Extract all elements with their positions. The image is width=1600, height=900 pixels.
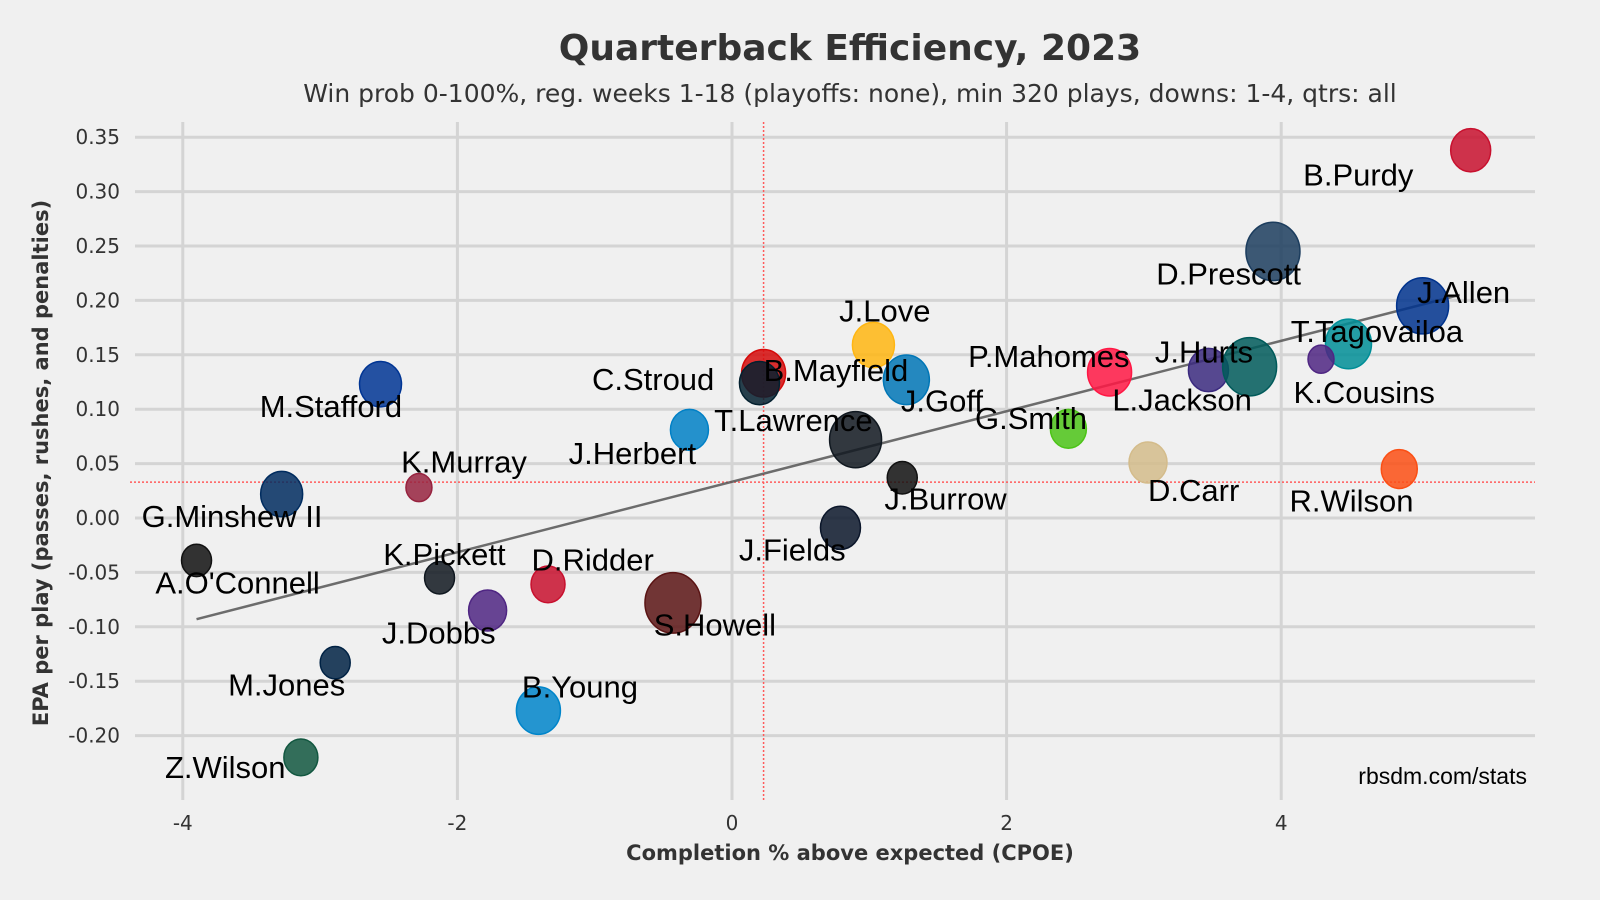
data-label: J.Burrow bbox=[884, 482, 1007, 517]
data-label: M.Jones bbox=[228, 668, 345, 703]
x-axis-ticks: -4 -2 0 2 4 bbox=[173, 811, 1288, 835]
data-label: D.Ridder bbox=[532, 542, 654, 577]
data-point bbox=[319, 645, 351, 680]
data-point bbox=[819, 505, 862, 551]
data-point bbox=[669, 408, 710, 452]
data-point bbox=[882, 354, 931, 406]
y-tick-label: 0.30 bbox=[75, 180, 120, 204]
data-label: T.Lawrence bbox=[714, 403, 873, 438]
y-tick-label: -0.05 bbox=[68, 560, 120, 584]
data-label: D.Prescott bbox=[1156, 256, 1301, 291]
data-point bbox=[1380, 448, 1419, 490]
data-point bbox=[283, 738, 319, 777]
data-label: J.Goff bbox=[901, 384, 984, 419]
data-point bbox=[259, 470, 304, 518]
data-label: J.Fields bbox=[739, 533, 846, 568]
y-tick-label: -0.15 bbox=[68, 669, 120, 693]
data-label: G.Smith bbox=[975, 401, 1087, 436]
data-label: D.Carr bbox=[1148, 473, 1239, 508]
y-axis-ticks: 0.35 0.30 0.25 0.20 0.15 0.10 0.05 0.00 -0.05 -0.… bbox=[68, 125, 120, 747]
data-label: R.Wilson bbox=[1289, 484, 1413, 519]
data-label: K.Murray bbox=[401, 445, 527, 480]
data-point bbox=[1128, 441, 1168, 484]
y-tick-label: 0.20 bbox=[75, 288, 120, 312]
data-point bbox=[1324, 318, 1373, 370]
y-tick-label: 0.15 bbox=[75, 343, 120, 367]
data-point bbox=[1086, 347, 1133, 397]
data-label: J.Allen bbox=[1417, 275, 1510, 310]
data-label: C.Stroud bbox=[592, 362, 714, 397]
data-label: A.O'Connell bbox=[155, 565, 319, 600]
x-tick-label: -4 bbox=[173, 811, 193, 835]
data-label: M.Stafford bbox=[260, 389, 402, 424]
data-point bbox=[467, 589, 508, 632]
data-point bbox=[358, 360, 403, 408]
x-tick-label: 4 bbox=[1275, 811, 1288, 835]
data-point bbox=[1395, 277, 1450, 335]
data-label: B.Mayfield bbox=[764, 353, 909, 388]
data-labels: B.Purdy D.Prescott J.Allen T.Tagovailoa K.Co… bbox=[142, 157, 1511, 785]
y-tick-label: 0.25 bbox=[75, 234, 120, 258]
data-point bbox=[530, 565, 566, 604]
data-label: Z.Wilson bbox=[165, 750, 286, 785]
chart-subtitle: Win prob 0-100%, reg. weeks 1-18 (playof… bbox=[303, 79, 1396, 108]
data-point bbox=[180, 543, 213, 578]
data-label: K.Cousins bbox=[1294, 375, 1435, 410]
data-label: T.Tagovailoa bbox=[1291, 314, 1464, 349]
y-tick-label: 0.35 bbox=[75, 125, 120, 149]
data-point bbox=[1449, 127, 1492, 173]
data-label: K.Pickett bbox=[383, 537, 506, 572]
data-point bbox=[1049, 408, 1088, 449]
data-label: B.Purdy bbox=[1303, 157, 1414, 192]
data-label: G.Minshew II bbox=[142, 499, 323, 534]
x-tick-label: 2 bbox=[1000, 811, 1013, 835]
x-tick-label: 0 bbox=[726, 811, 739, 835]
data-point bbox=[423, 560, 456, 595]
data-point bbox=[828, 410, 883, 469]
data-label: S.Howell bbox=[654, 608, 776, 643]
data-points bbox=[180, 127, 1492, 777]
chart-title: Quarterback Efficiency, 2023 bbox=[559, 28, 1141, 69]
y-tick-label: 0.10 bbox=[75, 397, 120, 421]
data-point bbox=[1245, 221, 1301, 282]
data-point bbox=[515, 686, 562, 736]
source-credit: rbsdm.com/stats bbox=[1358, 763, 1527, 789]
y-tick-label: -0.10 bbox=[68, 615, 120, 639]
gridlines bbox=[135, 122, 1535, 800]
data-label: J.Love bbox=[839, 293, 930, 328]
data-label: J.Herbert bbox=[569, 436, 697, 471]
data-point bbox=[1307, 344, 1335, 374]
y-tick-label: 0.00 bbox=[75, 506, 120, 530]
x-tick-label: -2 bbox=[447, 811, 467, 835]
data-point bbox=[644, 571, 702, 634]
data-label: B.Young bbox=[522, 670, 638, 705]
data-label: J.Dobbs bbox=[382, 615, 496, 650]
y-axis-label: EPA per play (passes, rushes, and penalt… bbox=[29, 200, 53, 726]
y-tick-label: -0.20 bbox=[68, 724, 120, 748]
mean-lines bbox=[130, 122, 1535, 800]
y-tick-label: 0.05 bbox=[75, 452, 120, 476]
data-label: L.Jackson bbox=[1112, 382, 1252, 417]
data-point bbox=[738, 360, 781, 406]
x-axis-label: Completion % above expected (CPOE) bbox=[626, 841, 1074, 865]
data-point bbox=[405, 472, 433, 503]
data-point bbox=[1221, 336, 1278, 397]
data-label: J.Hurts bbox=[1155, 335, 1253, 370]
data-point bbox=[851, 321, 896, 369]
data-point bbox=[886, 460, 919, 495]
data-label: P.Mahomes bbox=[968, 339, 1129, 374]
